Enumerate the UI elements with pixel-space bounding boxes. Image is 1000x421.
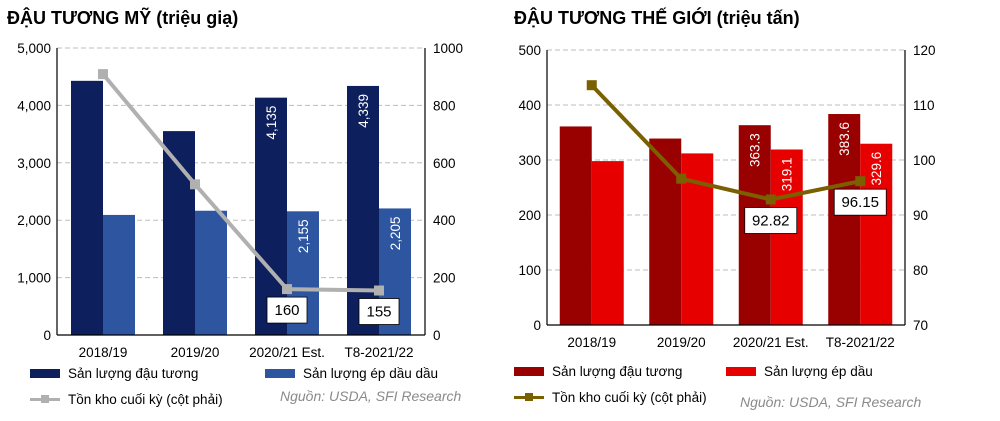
y-left-tick-label: 4,000 <box>17 98 51 113</box>
bar-data-label: 319.1 <box>780 157 795 191</box>
bar-data-label: 329.6 <box>869 152 884 186</box>
x-tick-label: 2020/21 Est. <box>733 335 809 350</box>
line-marker <box>765 194 776 205</box>
chart-title: ĐẬU TƯƠNG THẾ GIỚI (triệu tấn) <box>514 8 800 28</box>
bar-data-label: 4,135 <box>264 106 279 140</box>
y-left-tick-label: 2,000 <box>17 213 51 228</box>
y-left-tick-label: 200 <box>518 208 541 223</box>
bar-data-label: 363.3 <box>748 133 763 167</box>
legend-item-crush-production: Sản lượng ép dầu <box>726 364 873 379</box>
bar-soybean-production <box>71 80 103 336</box>
line-marker <box>676 173 687 184</box>
x-tick-label: T8-2021/22 <box>826 335 895 350</box>
bar-soybean-production <box>255 97 287 335</box>
bar-data-label: 4,339 <box>356 94 371 128</box>
y-left-tick-label: 0 <box>533 318 541 333</box>
legend-swatch <box>265 369 295 378</box>
y-right-tick-label: 120 <box>913 43 936 58</box>
line-data-label: 96.15 <box>841 194 879 211</box>
legend-item-ending-stocks: Tồn kho cuối kỳ (cột phải) <box>30 392 223 407</box>
line-data-label-box <box>358 298 400 325</box>
bar-crush-production <box>103 214 135 335</box>
legend-item-soybean-production: Sản lượng đậu tương <box>30 366 198 381</box>
world-soybean-chart: ĐẬU TƯƠNG THẾ GIỚI (triệu tấn) 500 400 300… <box>500 0 1000 421</box>
line-data-label-box <box>266 296 308 324</box>
legend-label: Tồn kho cuối kỳ (cột phải) <box>552 390 707 405</box>
y-left-tick-label: 500 <box>518 43 541 58</box>
y-left-tick-label: 5,000 <box>17 41 51 56</box>
legend-label: Sản lượng ép dầu <box>764 364 873 379</box>
line-data-label-box <box>744 207 798 234</box>
line-marker <box>282 284 292 295</box>
chart-title: ĐẬU TƯƠNG MỸ (triệu giạ) <box>7 8 239 28</box>
y-right-tick-label: 70 <box>913 318 928 333</box>
line-ending-stocks <box>590 83 861 202</box>
legend-swatch <box>514 393 544 402</box>
bar-soybean-production <box>828 114 861 326</box>
y-right-tick-label: 90 <box>913 208 928 223</box>
x-tick-label: T8-2021/22 <box>344 345 413 360</box>
line-marker <box>190 179 200 190</box>
y-right-tick-label: 200 <box>433 271 456 286</box>
bar-data-label: 2,205 <box>388 216 403 250</box>
legend-swatch <box>30 395 60 404</box>
x-tick-label: 2018/19 <box>567 335 616 350</box>
line-marker <box>98 69 108 80</box>
legend-label: Tồn kho cuối kỳ (cột phải) <box>68 392 223 407</box>
source-note: Nguồn: USDA, SFI Research <box>740 394 922 410</box>
y-right-tick-label: 400 <box>433 213 456 228</box>
legend-label: Sản lượng ép dầu dầu <box>303 366 438 381</box>
legend-label: Sản lượng đậu tương <box>552 364 683 379</box>
y-right-tick-label: 0 <box>433 328 441 343</box>
legend-label: Sản lượng đậu tương <box>68 366 199 381</box>
y-right-tick-label: 800 <box>433 98 456 113</box>
bar-soybean-production <box>649 138 682 325</box>
x-tick-label: 2019/20 <box>171 345 220 360</box>
y-right-tick-label: 110 <box>913 98 935 113</box>
y-right-tick-label: 100 <box>913 153 936 168</box>
y-left-tick-label: 100 <box>518 263 541 278</box>
legend-swatch <box>514 367 544 376</box>
bar-data-label: 383.6 <box>837 122 852 156</box>
bar-soybean-production <box>347 85 379 335</box>
legend-swatch <box>30 369 60 378</box>
us-soybean-plot: 5,000 4,000 3,000 2,000 1,000 0 1000 800 600 400 2… <box>17 41 463 360</box>
bar-crush-production <box>860 143 893 325</box>
legend-swatch <box>726 367 756 376</box>
bar-soybean-production <box>163 131 195 335</box>
bar-soybean-production <box>559 126 592 325</box>
source-note: Nguồn: USDA, SFI Research <box>280 388 462 404</box>
legend-item-ending-stocks: Tồn kho cuối kỳ (cột phải) <box>514 390 707 405</box>
line-marker <box>855 176 866 187</box>
x-tick-label: 2020/21 Est. <box>249 345 325 360</box>
x-tick-label: 2018/19 <box>79 345 128 360</box>
y-left-tick-label: 300 <box>518 153 541 168</box>
line-marker <box>586 80 597 91</box>
y-left-tick-label: 400 <box>518 98 541 113</box>
line-data-label: 155 <box>366 304 391 321</box>
line-ending-stocks <box>101 72 380 293</box>
us-soybean-chart: ĐẬU TƯƠNG MỸ (triệu giạ) 5,000 4,000 3,000… <box>7 8 463 407</box>
legend-item-crush-production: Sản lượng ép dầu dầu <box>265 366 438 381</box>
world-soybean-plot: 500 400 300 200 100 0 120 110 100 90 80 70 363.3 383.… <box>518 43 936 350</box>
y-right-tick-label: 1000 <box>433 41 463 56</box>
bar-crush-production <box>770 149 803 325</box>
y-right-tick-label: 600 <box>433 156 456 171</box>
legend-item-soybean-production: Sản lượng đậu tương <box>514 364 682 379</box>
y-left-tick-label: 0 <box>43 328 51 343</box>
y-right-tick-label: 80 <box>913 263 928 278</box>
line-marker <box>374 285 384 296</box>
y-left-tick-label: 3,000 <box>17 156 51 171</box>
line-data-label: 92.82 <box>752 212 790 229</box>
y-left-tick-label: 1,000 <box>17 271 51 286</box>
line-data-label: 160 <box>274 302 299 319</box>
line-data-label-box <box>833 188 887 216</box>
bar-crush-production <box>195 210 227 335</box>
bar-crush-production <box>591 161 624 325</box>
x-tick-label: 2019/20 <box>657 335 706 350</box>
bar-data-label: 2,155 <box>296 219 311 253</box>
